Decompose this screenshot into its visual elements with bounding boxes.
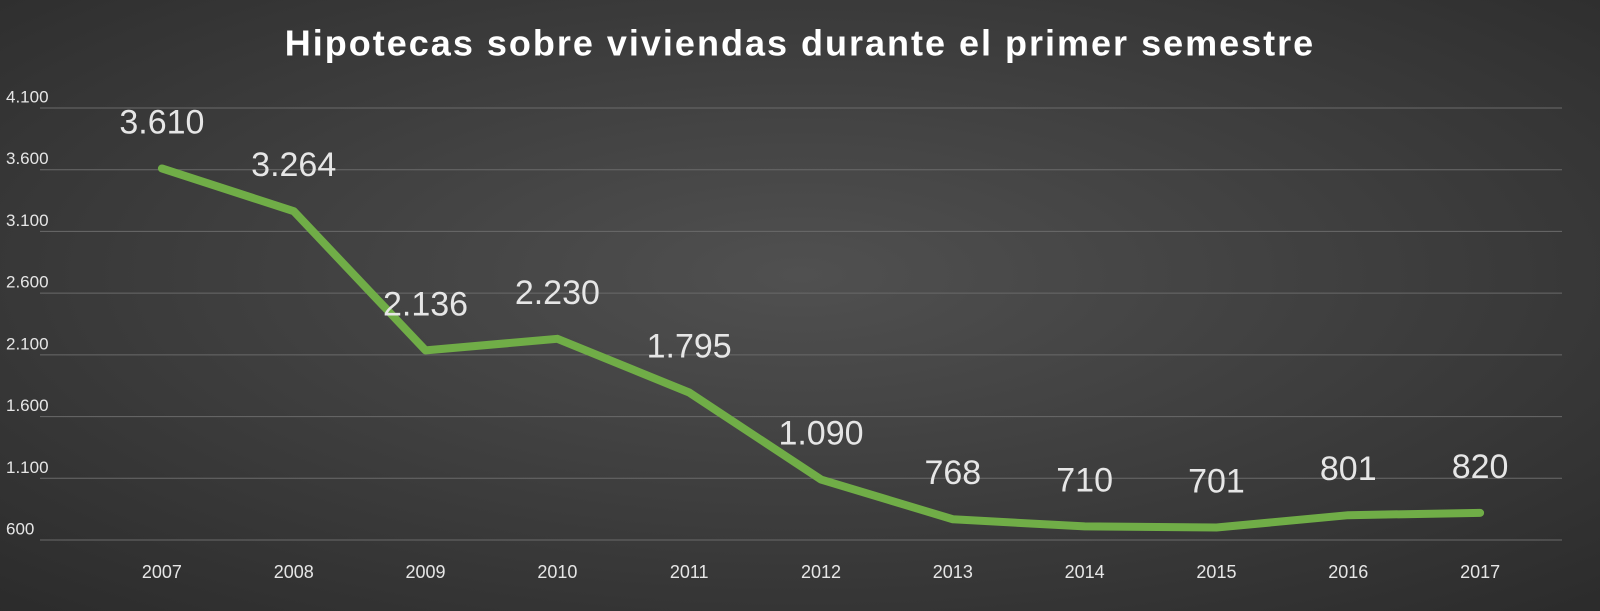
x-tick-label: 2009 <box>406 562 446 582</box>
x-tick-label: 2011 <box>670 562 709 582</box>
x-tick-label: 2013 <box>933 562 973 582</box>
y-tick-label: 2.100 <box>6 334 49 353</box>
data-label: 768 <box>924 454 981 492</box>
chart-title: Hipotecas sobre viviendas durante el pri… <box>285 23 1315 64</box>
data-label: 710 <box>1056 461 1113 499</box>
y-tick-label: 600 <box>6 519 34 538</box>
x-tick-label: 2008 <box>274 562 314 582</box>
y-tick-label: 3.100 <box>6 211 49 230</box>
data-label: 820 <box>1452 448 1509 486</box>
y-tick-label: 4.100 <box>6 87 49 106</box>
y-tick-label: 1.600 <box>6 396 49 415</box>
x-tick-label: 2007 <box>142 562 182 582</box>
x-tick-label: 2010 <box>537 562 577 582</box>
data-label: 3.610 <box>119 103 204 141</box>
y-tick-label: 1.100 <box>6 458 49 477</box>
data-label: 701 <box>1188 463 1245 501</box>
x-tick-label: 2017 <box>1460 562 1500 582</box>
x-tick-label: 2012 <box>801 562 841 582</box>
data-label: 1.090 <box>778 415 863 453</box>
data-label: 801 <box>1320 450 1377 488</box>
line <box>157 164 1485 532</box>
data-label: 3.264 <box>251 146 336 184</box>
y-tick-label: 2.600 <box>6 273 49 292</box>
data-label: 2.136 <box>383 285 468 323</box>
x-tick-label: 2016 <box>1328 562 1368 582</box>
data-label: 2.230 <box>515 274 600 312</box>
y-tick-label: 3.600 <box>6 149 49 168</box>
data-label: 1.795 <box>647 327 732 365</box>
x-tick-label: 2015 <box>1196 562 1236 582</box>
x-tick-label: 2014 <box>1065 562 1105 582</box>
